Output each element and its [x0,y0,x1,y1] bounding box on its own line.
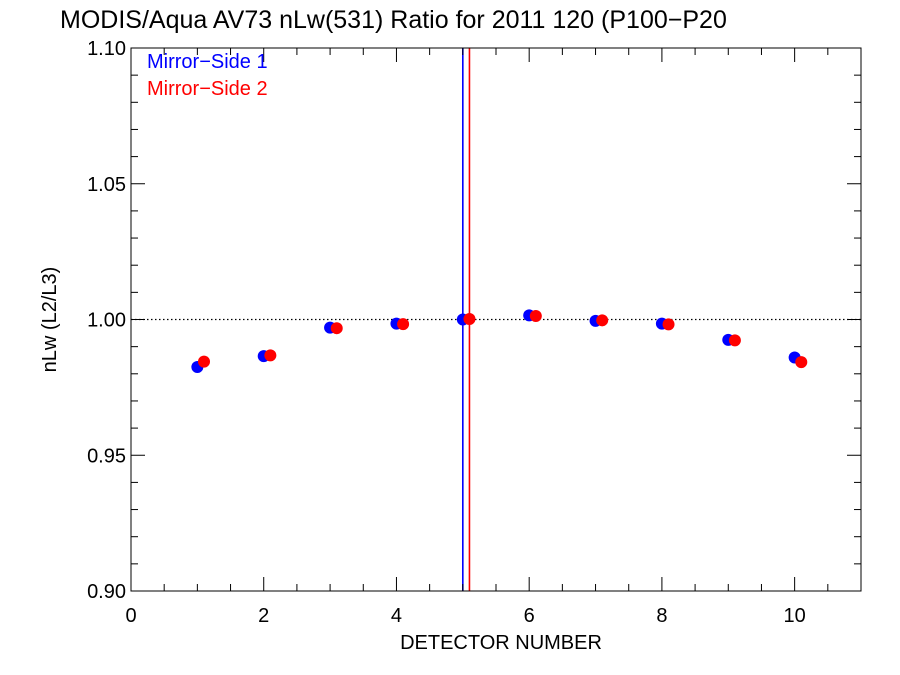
series-2-point [529,309,542,322]
series-2-point [330,322,343,335]
legend: Mirror−Side 1 Mirror−Side 2 [147,51,268,100]
chart-title: MODIS/Aqua AV73 nLw(531) Ratio for 2011 … [60,6,727,34]
series-2-point [795,356,808,369]
x-axis-label: DETECTOR NUMBER [400,632,602,654]
axis-ticks: 0 2 4 6 8 10 0.90 0.95 1.00 1.05 1.10 [87,38,861,627]
series-2-point [728,334,741,347]
x-tick-label: 0 [125,605,136,627]
y-axis-label: nLw (L2/L3) [39,267,61,373]
series-2-point [596,314,609,327]
x-tick-label: 10 [784,605,806,627]
series-2-point [397,318,410,331]
x-tick-label: 4 [391,605,402,627]
y-tick-label: 1.00 [87,310,126,332]
x-tick-label: 2 [258,605,269,627]
series-2-point [662,318,675,331]
x-tick-label: 6 [524,605,535,627]
series-2-point [198,355,210,368]
series-2-point [463,312,476,325]
legend-label-series-2: Mirror−Side 2 [147,78,268,100]
y-tick-label: 1.05 [87,174,126,196]
y-tick-label: 1.10 [87,38,126,60]
y-tick-label: 0.95 [87,445,126,467]
y-tick-label: 0.90 [87,581,126,603]
x-tick-label: 8 [656,605,667,627]
legend-label-series-1: Mirror−Side 1 [147,51,268,73]
series-2-point [264,349,277,362]
plot-area [131,48,861,591]
